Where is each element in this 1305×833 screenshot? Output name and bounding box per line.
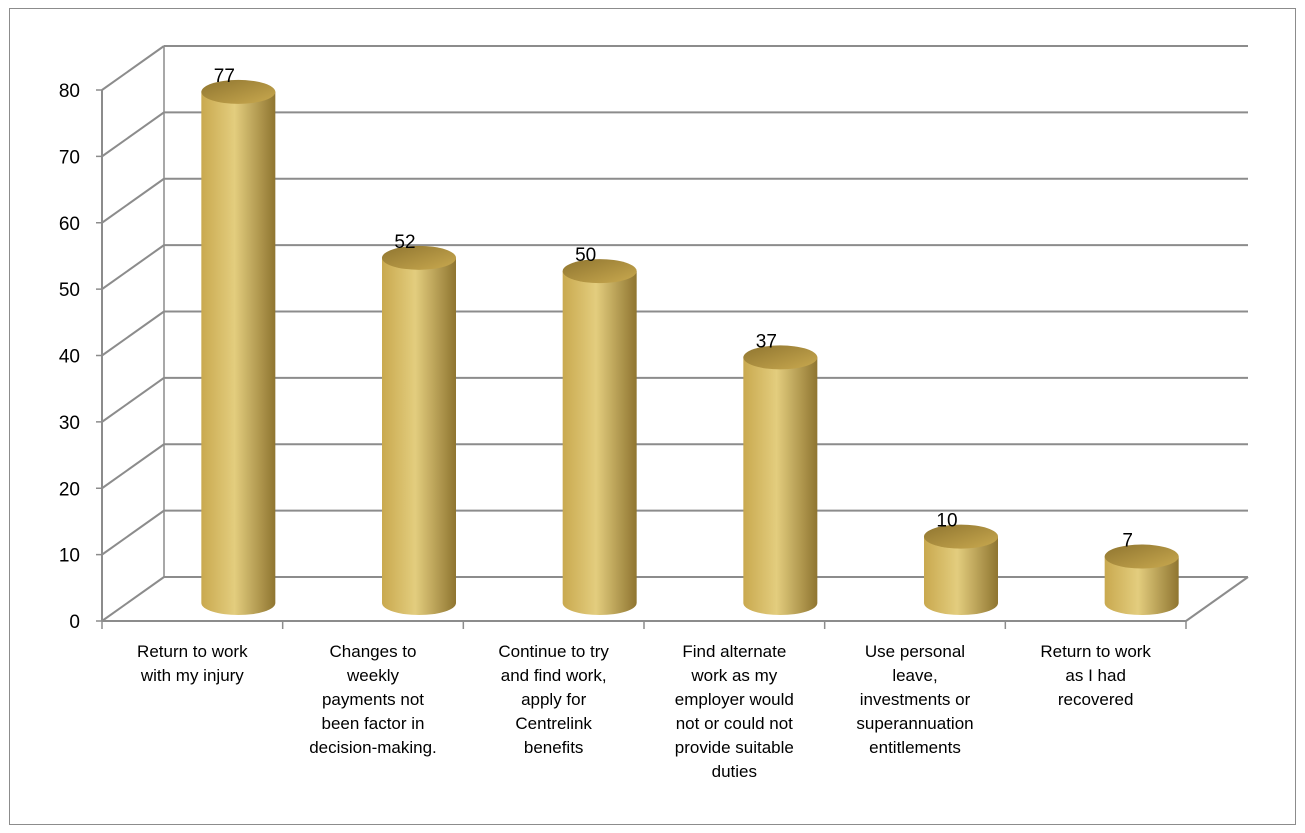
- bar: [1104, 544, 1179, 615]
- bar: [743, 345, 818, 615]
- bar-body: [743, 357, 818, 615]
- data-label: 77: [214, 66, 235, 87]
- bar-body: [201, 91, 276, 616]
- bar-top: [201, 79, 276, 104]
- data-label: 52: [394, 232, 415, 253]
- bars: [201, 79, 1179, 616]
- bar: [201, 79, 276, 616]
- gridline-side: [101, 576, 165, 622]
- category-label: Use personal leave, investments or superann…: [856, 642, 973, 757]
- data-label: 10: [936, 511, 957, 532]
- y-tick-label: 40: [59, 347, 80, 368]
- data-label: 37: [756, 331, 777, 352]
- data-labels: 77 52 50 37 10 7: [214, 66, 1133, 552]
- gridline-side: [101, 244, 165, 290]
- bar-body: [1104, 556, 1179, 615]
- bar-top: [1104, 544, 1179, 569]
- bar-body: [562, 271, 637, 615]
- bar-top: [562, 259, 637, 284]
- axes: [96, 89, 1187, 629]
- gridline-side: [101, 177, 165, 224]
- y-tick-label: 30: [59, 413, 80, 434]
- y-tick-label: 20: [59, 479, 80, 500]
- bar: [924, 524, 998, 615]
- category-label: Find alternate work as my employer would no…: [675, 642, 794, 781]
- y-axis-tick-labels: 0 10 20 30 40 50 60 70 80: [59, 81, 80, 633]
- gridline-side: [101, 45, 165, 91]
- category-label: Changes to weekly payments not been factor …: [309, 642, 437, 757]
- y-tick-label: 70: [59, 147, 80, 168]
- bar-body: [382, 257, 456, 615]
- bar-top: [382, 245, 456, 270]
- category-label: Continue to try and find work, apply for Ce…: [498, 642, 609, 757]
- bar: [382, 245, 456, 615]
- gridlines: [101, 45, 1249, 622]
- y-tick-label: 10: [59, 546, 80, 567]
- data-label: 7: [1122, 531, 1133, 552]
- gridline-side: [101, 310, 165, 357]
- gridline-side: [101, 377, 165, 423]
- y-tick-label: 50: [59, 280, 80, 301]
- y-tick-label: 80: [59, 81, 80, 102]
- category-label: Return to work with my injury: [137, 642, 248, 685]
- bar-top: [924, 524, 998, 549]
- y-tick-label: 0: [69, 612, 80, 633]
- bar-top: [743, 345, 818, 370]
- data-label: 50: [575, 245, 596, 266]
- floor-right-edge: [1185, 576, 1249, 622]
- gridline-side: [101, 509, 165, 556]
- category-label: Return to work as I had recovered: [1040, 642, 1151, 709]
- bar-body: [924, 536, 998, 615]
- bar: [562, 259, 637, 615]
- x-axis-category-labels: Return to work with my injury Changes to we…: [137, 642, 1151, 781]
- gridline-side: [101, 443, 165, 490]
- y-tick-label: 60: [59, 214, 80, 235]
- gridline-side: [101, 111, 165, 158]
